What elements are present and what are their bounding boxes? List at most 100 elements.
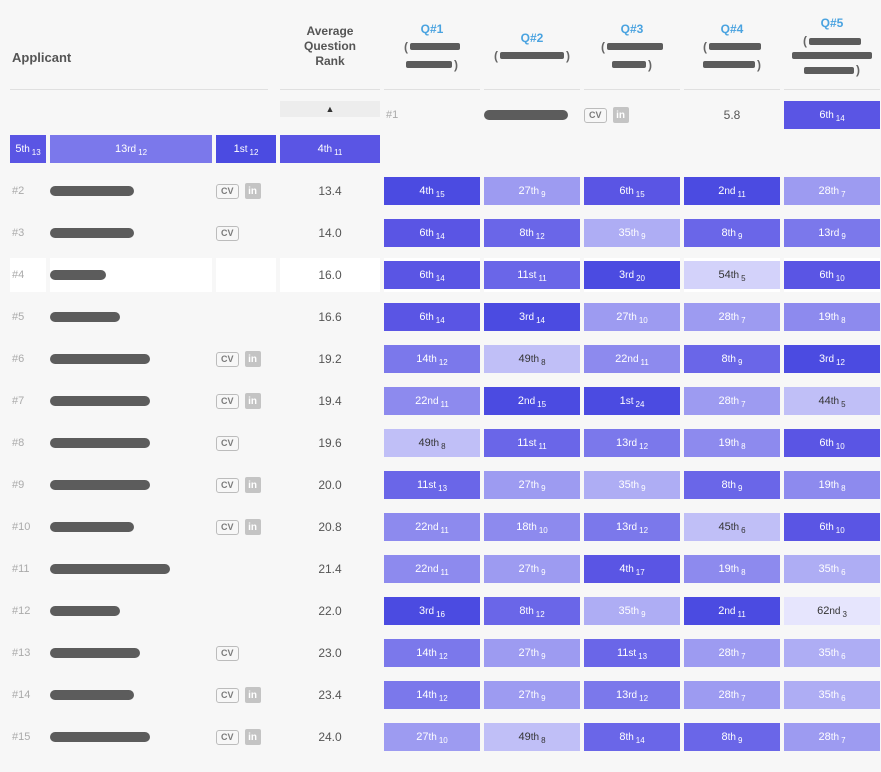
rank-cell[interactable]: 35th9: [584, 468, 680, 502]
rank-cell[interactable]: 13rd12: [50, 132, 212, 166]
rank-cell[interactable]: 6th14: [384, 258, 480, 292]
rank-cell[interactable]: 6th15: [584, 174, 680, 208]
rank-cell[interactable]: 27th9: [484, 552, 580, 586]
rank-cell[interactable]: 13rd12: [584, 510, 680, 544]
rank-cell[interactable]: 3rd16: [384, 594, 480, 628]
rank-cell[interactable]: 35th6: [784, 678, 880, 712]
rank-cell[interactable]: 11st13: [584, 636, 680, 670]
cv-badge[interactable]: CV: [216, 226, 239, 241]
rank-cell[interactable]: 27th10: [384, 720, 480, 754]
rank-cell[interactable]: 28th7: [784, 720, 880, 754]
rank-cell[interactable]: 2nd11: [684, 174, 780, 208]
rank-cell[interactable]: 54th5: [684, 258, 780, 292]
header-question-4[interactable]: Q#4(): [684, 16, 780, 80]
rank-cell[interactable]: 5th13: [10, 132, 46, 166]
rank-cell[interactable]: 49th8: [384, 426, 480, 460]
cv-badge[interactable]: CV: [216, 730, 239, 745]
linkedin-icon[interactable]: in: [245, 729, 261, 745]
cv-badge[interactable]: CV: [216, 436, 239, 451]
rank-cell[interactable]: 6th10: [784, 258, 880, 292]
rank-cell[interactable]: 6th10: [784, 426, 880, 460]
rank-cell[interactable]: 14th12: [384, 678, 480, 712]
rank-cell[interactable]: 14th12: [384, 636, 480, 670]
linkedin-icon[interactable]: in: [245, 183, 261, 199]
rank-cell[interactable]: 8th12: [484, 594, 580, 628]
sort-indicator[interactable]: ▲: [280, 101, 380, 117]
cv-badge[interactable]: CV: [216, 646, 239, 661]
header-question-5[interactable]: Q#5(): [784, 10, 880, 85]
rank-cell[interactable]: 8th9: [684, 216, 780, 250]
rank-cell[interactable]: 28th7: [684, 678, 780, 712]
rank-cell[interactable]: 8th9: [684, 468, 780, 502]
rank-cell[interactable]: 4th15: [384, 174, 480, 208]
cv-badge[interactable]: CV: [584, 108, 607, 123]
header-question-1[interactable]: Q#1(): [384, 16, 480, 80]
rank-cell[interactable]: 22nd11: [584, 342, 680, 376]
rank-cell[interactable]: 2nd11: [684, 594, 780, 628]
rank-cell[interactable]: 13rd12: [584, 426, 680, 460]
rank-cell[interactable]: 2nd15: [484, 384, 580, 418]
rank-cell[interactable]: 35th6: [784, 636, 880, 670]
linkedin-icon[interactable]: in: [245, 477, 261, 493]
rank-cell[interactable]: 8th9: [684, 342, 780, 376]
rank-cell[interactable]: 28th7: [784, 174, 880, 208]
rank-cell[interactable]: 14th12: [384, 342, 480, 376]
rank-cell[interactable]: 3rd14: [484, 300, 580, 334]
cv-badge[interactable]: CV: [216, 520, 239, 535]
rank-cell[interactable]: 27th10: [584, 300, 680, 334]
cv-badge[interactable]: CV: [216, 352, 239, 367]
rank-cell[interactable]: 44th5: [784, 384, 880, 418]
cv-badge[interactable]: CV: [216, 478, 239, 493]
applicant-name-redacted[interactable]: [50, 720, 212, 754]
rank-cell[interactable]: 8th14: [584, 720, 680, 754]
rank-cell[interactable]: 27th9: [484, 678, 580, 712]
rank-cell[interactable]: 13rd9: [784, 216, 880, 250]
applicant-name-redacted[interactable]: [50, 258, 212, 292]
rank-cell[interactable]: 11st11: [484, 426, 580, 460]
rank-cell[interactable]: 45th6: [684, 510, 780, 544]
rank-cell[interactable]: 22nd11: [384, 510, 480, 544]
rank-cell[interactable]: 11st11: [484, 258, 580, 292]
applicant-name-redacted[interactable]: [50, 636, 212, 670]
rank-cell[interactable]: 49th8: [484, 342, 580, 376]
rank-cell[interactable]: 18th10: [484, 510, 580, 544]
applicant-name-redacted[interactable]: [50, 510, 212, 544]
linkedin-icon[interactable]: in: [613, 107, 629, 123]
rank-cell[interactable]: 62nd3: [784, 594, 880, 628]
applicant-name-redacted[interactable]: [50, 468, 212, 502]
rank-cell[interactable]: 11st13: [384, 468, 480, 502]
rank-cell[interactable]: 35th9: [584, 216, 680, 250]
header-average-question-rank[interactable]: AverageQuestionRank: [280, 18, 380, 77]
rank-cell[interactable]: 28th7: [684, 300, 780, 334]
rank-cell[interactable]: 28th7: [684, 636, 780, 670]
rank-cell[interactable]: 19th8: [784, 300, 880, 334]
rank-cell[interactable]: 6th14: [784, 98, 880, 132]
rank-cell[interactable]: 28th7: [684, 384, 780, 418]
rank-cell[interactable]: 8th12: [484, 216, 580, 250]
linkedin-icon[interactable]: in: [245, 687, 261, 703]
rank-cell[interactable]: 35th9: [584, 594, 680, 628]
applicant-name-redacted[interactable]: [50, 300, 212, 334]
rank-cell[interactable]: 35th6: [784, 552, 880, 586]
linkedin-icon[interactable]: in: [245, 351, 261, 367]
rank-cell[interactable]: 8th9: [684, 720, 780, 754]
rank-cell[interactable]: 22nd11: [384, 384, 480, 418]
linkedin-icon[interactable]: in: [245, 519, 261, 535]
rank-cell[interactable]: 4th17: [584, 552, 680, 586]
cv-badge[interactable]: CV: [216, 184, 239, 199]
linkedin-icon[interactable]: in: [245, 393, 261, 409]
rank-cell[interactable]: 6th14: [384, 300, 480, 334]
applicant-name-redacted[interactable]: [50, 174, 212, 208]
applicant-name-redacted[interactable]: [50, 426, 212, 460]
rank-cell[interactable]: 3rd20: [584, 258, 680, 292]
rank-cell[interactable]: 49th8: [484, 720, 580, 754]
rank-cell[interactable]: 22nd11: [384, 552, 480, 586]
header-question-2[interactable]: Q#2(): [484, 25, 580, 71]
rank-cell[interactable]: 4th11: [280, 132, 380, 166]
rank-cell[interactable]: 27th9: [484, 174, 580, 208]
rank-cell[interactable]: 6th10: [784, 510, 880, 544]
rank-cell[interactable]: 19th8: [684, 426, 780, 460]
applicant-name-redacted[interactable]: [50, 552, 212, 586]
rank-cell[interactable]: 13rd12: [584, 678, 680, 712]
applicant-name-redacted[interactable]: [50, 594, 212, 628]
